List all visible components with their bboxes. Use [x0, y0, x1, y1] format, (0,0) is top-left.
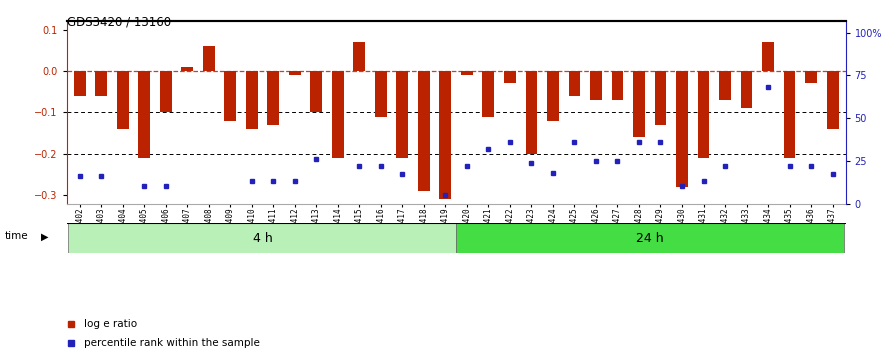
Bar	[289, 71, 301, 75]
Text: 4 h: 4 h	[253, 232, 272, 245]
Bar	[633, 71, 645, 137]
Text: 24 h: 24 h	[636, 232, 664, 245]
Bar	[482, 71, 494, 116]
Bar	[160, 71, 172, 113]
Bar	[95, 71, 107, 96]
Bar	[611, 71, 623, 100]
Bar	[332, 71, 344, 158]
Bar	[784, 71, 796, 158]
Bar	[203, 46, 214, 71]
Bar	[457, 223, 845, 253]
Bar	[267, 71, 279, 125]
Bar	[74, 71, 85, 96]
Text: time: time	[4, 232, 28, 241]
Text: percentile rank within the sample: percentile rank within the sample	[84, 338, 260, 348]
Bar	[805, 71, 817, 84]
Bar	[138, 71, 150, 158]
Bar	[525, 71, 538, 154]
Text: ▶: ▶	[41, 232, 48, 241]
Bar	[827, 71, 838, 129]
Bar	[353, 42, 365, 71]
Bar	[224, 71, 236, 121]
Bar	[117, 71, 128, 129]
Bar	[418, 71, 430, 191]
Bar	[182, 67, 193, 71]
Bar	[68, 223, 457, 253]
Bar	[311, 71, 322, 113]
Bar	[461, 71, 473, 75]
Bar	[719, 71, 731, 100]
Bar	[762, 42, 774, 71]
Bar	[698, 71, 709, 158]
Text: GDS3420 / 13160: GDS3420 / 13160	[67, 16, 171, 29]
Bar	[375, 71, 387, 116]
Bar	[740, 71, 752, 108]
Bar	[396, 71, 409, 158]
Text: log e ratio: log e ratio	[84, 319, 137, 329]
Bar	[569, 71, 580, 96]
Bar	[547, 71, 559, 121]
Bar	[654, 71, 667, 125]
Bar	[590, 71, 602, 100]
Bar	[246, 71, 258, 129]
Bar	[504, 71, 516, 84]
Bar	[440, 71, 451, 199]
Bar	[676, 71, 688, 187]
